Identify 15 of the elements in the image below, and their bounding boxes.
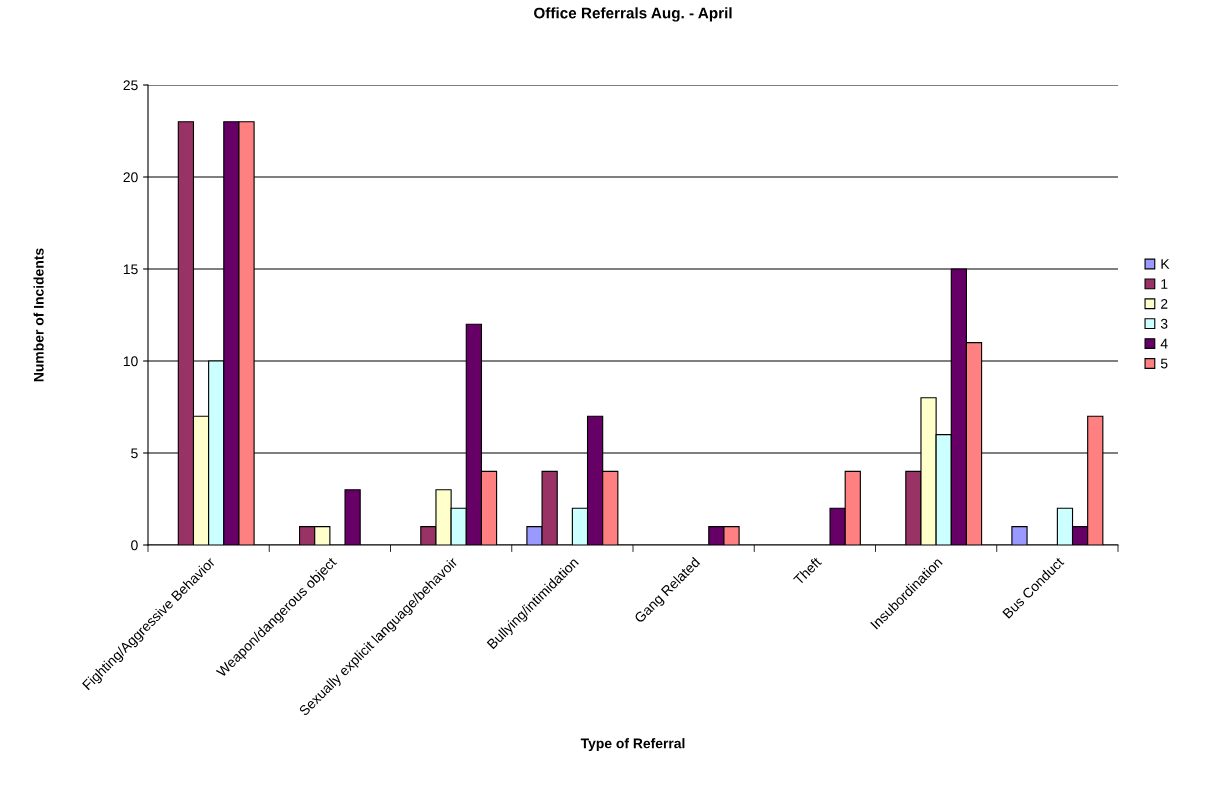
x-axis-title: Type of Referral (580, 738, 685, 752)
y-tick-label: 0 (131, 540, 138, 551)
y-tick-label: 10 (123, 356, 138, 367)
legend-label: 4 (1160, 338, 1168, 349)
chart-title: Office Referrals Aug. - April (534, 7, 732, 22)
legend-label: 3 (1160, 318, 1168, 329)
legend-label: 5 (1160, 358, 1168, 369)
legend-label: 2 (1161, 298, 1168, 309)
legend-label: 1 (1161, 279, 1168, 289)
y-tick-label: 25 (123, 80, 138, 91)
y-tick-label: 15 (123, 264, 138, 275)
y-tick-label: 5 (131, 448, 138, 459)
y-axis-title: Number of Incidents (33, 248, 44, 382)
legend-label: K (1161, 259, 1170, 269)
y-tick-label: 20 (123, 172, 138, 183)
